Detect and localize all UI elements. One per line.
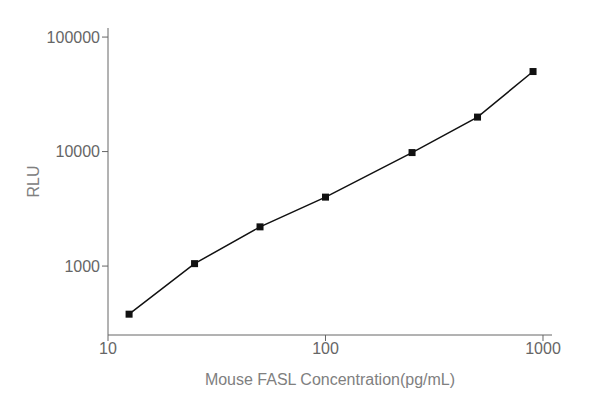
svg-text:1000: 1000 [64, 258, 100, 275]
svg-text:100: 100 [312, 340, 339, 357]
svg-text:10: 10 [99, 340, 117, 357]
svg-text:100000: 100000 [47, 29, 100, 46]
svg-text:RLU: RLU [25, 165, 42, 197]
svg-text:1000: 1000 [525, 340, 561, 357]
svg-text:Mouse FASL Concentration(pg/mL: Mouse FASL Concentration(pg/mL) [205, 371, 455, 388]
svg-text:10000: 10000 [56, 143, 101, 160]
